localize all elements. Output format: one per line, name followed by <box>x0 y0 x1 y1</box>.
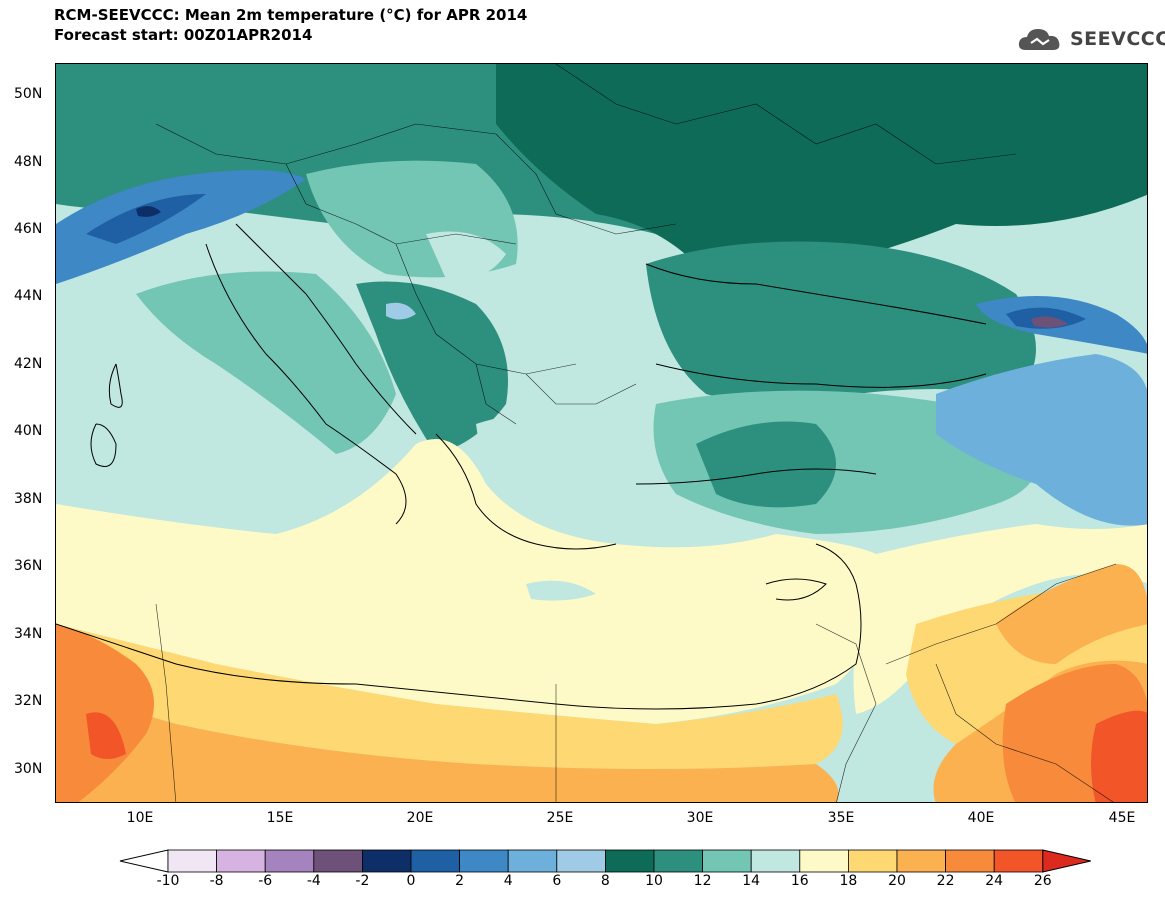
colorbar-tick-label: 2 <box>455 873 465 889</box>
colorbar-tick-label: 10 <box>645 873 663 889</box>
lon-tick-label: 30E <box>686 810 714 826</box>
colorbar-swatch <box>167 849 217 873</box>
lat-tick-label: 38N <box>14 491 43 507</box>
cloud-logo-icon <box>1018 29 1060 50</box>
lat-tick-label: 36N <box>14 558 43 574</box>
lon-tick-label: 25E <box>546 810 574 826</box>
colorbar-tick-label: 24 <box>985 873 1004 889</box>
colorbar-tick-label: 0 <box>406 873 416 889</box>
colorbar-tick-label: 8 <box>600 873 610 889</box>
colorbar-swatch <box>216 849 266 873</box>
colorbar-tick-label: -6 <box>258 873 273 889</box>
colorbar-swatch <box>556 849 606 873</box>
seevccc-logo: SEEVCCC <box>1016 24 1165 54</box>
colorbar-tick-label: 26 <box>1033 873 1052 889</box>
colorbar-tick-label: 14 <box>742 873 761 889</box>
colorbar-tick-label: 22 <box>936 873 955 889</box>
lon-tick-label: 40E <box>967 810 995 826</box>
colorbar-tick-label: 18 <box>839 873 858 889</box>
colorbar-tick-label: -4 <box>306 873 321 889</box>
colorbar-tick-label: 16 <box>790 873 809 889</box>
lon-tick-label: 10E <box>126 810 154 826</box>
colorbar-tick-label: 4 <box>503 873 513 889</box>
colorbar-swatch <box>313 849 363 873</box>
colorbar-swatch <box>945 849 995 873</box>
colorbar <box>119 849 1091 873</box>
lat-tick-label: 48N <box>14 154 43 170</box>
colorbar-tick-label: 12 <box>693 873 712 889</box>
colorbar-tick-label: -8 <box>209 873 224 889</box>
colorbar-under-triangle <box>119 849 169 873</box>
colorbar-tick-label: 6 <box>552 873 562 889</box>
colorbar-swatch <box>896 849 946 873</box>
lat-tick-label: 44N <box>14 288 43 304</box>
colorbar-tick-label: -2 <box>355 873 370 889</box>
colorbar-swatch <box>653 849 703 873</box>
lat-tick-label: 50N <box>14 86 43 102</box>
colorbar-swatch <box>750 849 801 873</box>
colorbar-over-triangle <box>1042 849 1091 873</box>
lat-tick-label: 46N <box>14 221 43 237</box>
colorbar-swatch <box>848 849 898 873</box>
colorbar-swatch <box>507 849 558 873</box>
colorbar-swatch <box>264 849 315 873</box>
colorbar-swatch <box>410 849 460 873</box>
temperature-map <box>55 63 1148 803</box>
colorbar-swatch <box>799 849 849 873</box>
lat-tick-label: 30N <box>14 761 43 777</box>
forecast-start-label: Forecast start: 00Z01APR2014 <box>54 26 313 44</box>
temperature-field <box>56 64 1147 802</box>
logo-text: SEEVCCC <box>1070 28 1165 50</box>
lat-tick-label: 32N <box>14 693 43 709</box>
lon-tick-label: 35E <box>827 810 855 826</box>
colorbar-tick-label: -10 <box>156 873 180 889</box>
lon-tick-label: 20E <box>406 810 434 826</box>
colorbar-swatch <box>361 849 412 873</box>
colorbar-swatch <box>702 849 752 873</box>
lon-tick-label: 45E <box>1108 810 1136 826</box>
colorbar-tick-label: 20 <box>888 873 906 889</box>
country-borders <box>155 64 1117 802</box>
colorbar-swatch <box>605 849 655 873</box>
coastlines <box>56 223 987 710</box>
lat-tick-label: 34N <box>14 626 43 642</box>
colorbar-swatch <box>993 849 1044 873</box>
lon-tick-label: 15E <box>266 810 294 826</box>
colorbar-swatch <box>459 849 509 873</box>
map-title: RCM-SEEVCCC: Mean 2m temperature (°C) fo… <box>54 6 528 24</box>
lat-tick-label: 42N <box>14 356 43 372</box>
lat-tick-label: 40N <box>14 423 43 439</box>
